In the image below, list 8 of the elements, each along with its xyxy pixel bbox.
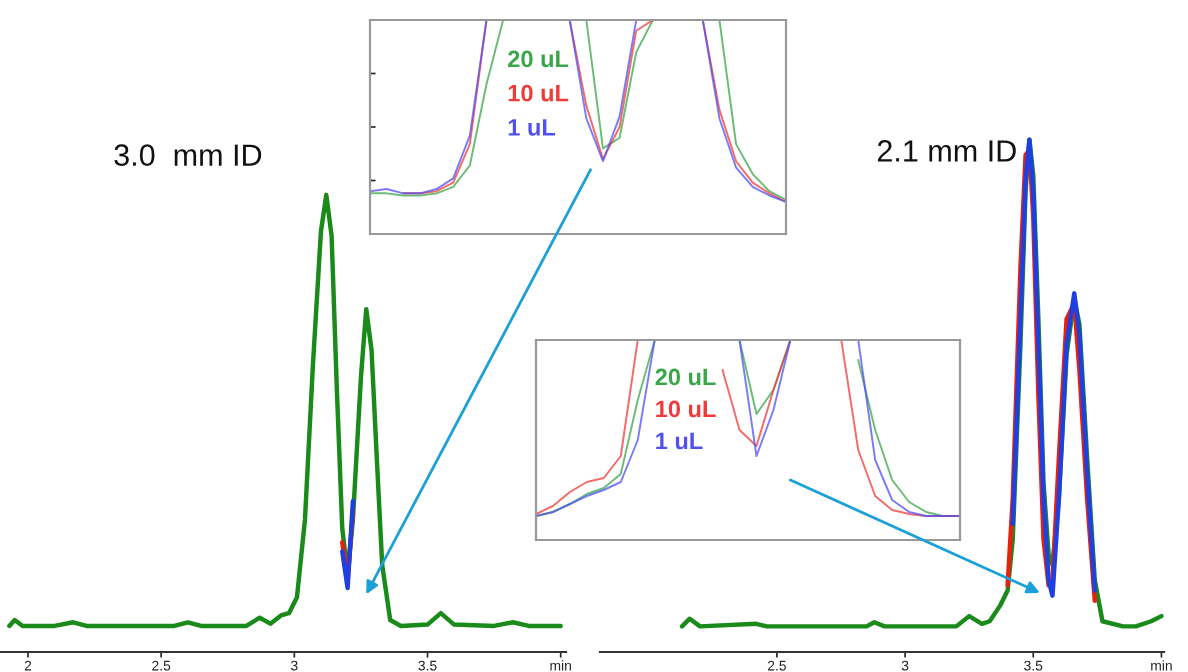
series-label: 1 uL — [656, 432, 703, 450]
chart-title: 2.1 mm ID — [877, 140, 1016, 162]
series-label: 20 uL — [508, 50, 569, 68]
series-label: 10 uL — [656, 400, 716, 418]
series-label: 1 uL — [508, 119, 556, 136]
series-label: 20 uL — [655, 368, 716, 386]
series-label: 10 uL — [508, 84, 569, 102]
chart-title: 3.0 mm ID — [114, 144, 262, 166]
